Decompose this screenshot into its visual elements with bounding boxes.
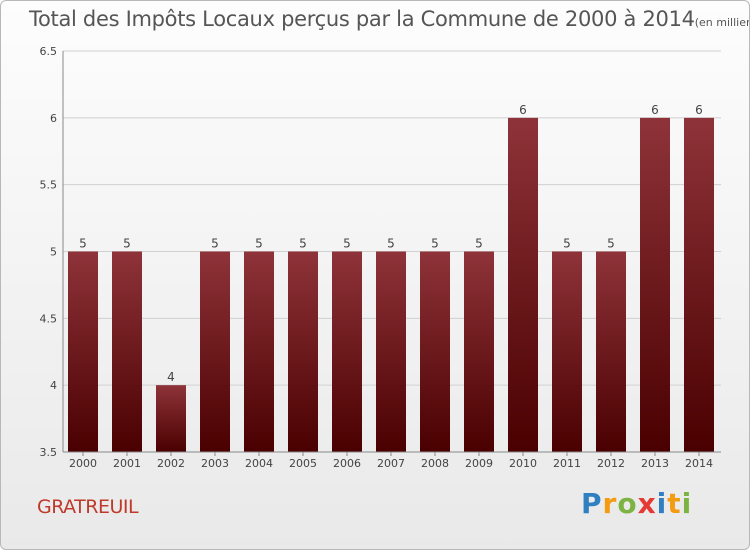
bar (508, 117, 538, 452)
x-tick-label: 2010 (509, 457, 537, 470)
x-tick-label: 2014 (685, 457, 713, 470)
proxiti-logo: Proxiti (581, 487, 692, 520)
data-label: 5 (255, 237, 263, 251)
chart-title: Total des Impôts Locaux perçus par la Co… (29, 7, 749, 31)
bar (68, 251, 98, 452)
x-tick-label: 2001 (113, 457, 141, 470)
data-label: 5 (299, 237, 307, 251)
data-label: 5 (475, 237, 483, 251)
logo-letter: i (656, 487, 668, 520)
y-tick-label: 6 (50, 112, 57, 125)
chart-title-text: Total des Impôts Locaux perçus par la Co… (29, 7, 695, 31)
bar (596, 251, 626, 452)
data-label: 5 (79, 237, 87, 251)
y-tick-label: 4.5 (40, 312, 58, 325)
data-label: 5 (387, 237, 395, 251)
x-tick-label: 2007 (377, 457, 405, 470)
data-label: 6 (651, 103, 659, 117)
bar (288, 251, 318, 452)
bar (640, 117, 670, 452)
data-label: 5 (563, 237, 571, 251)
x-tick-label: 2012 (597, 457, 625, 470)
logo-letter: P (581, 487, 603, 520)
x-tick-label: 2006 (333, 457, 361, 470)
x-tick-label: 2002 (157, 457, 185, 470)
bar (684, 117, 714, 452)
commune-name: GRATREUIL (37, 496, 139, 518)
bar (420, 251, 450, 452)
x-tick-label: 2005 (289, 457, 317, 470)
x-tick-label: 2013 (641, 457, 669, 470)
data-label: 4 (167, 370, 175, 384)
bar (376, 251, 406, 452)
logo-letter: i (681, 487, 693, 520)
logo-letter: r (602, 487, 618, 520)
logo-letter: o (617, 487, 638, 520)
x-tick-label: 2000 (69, 457, 97, 470)
data-label: 6 (519, 103, 527, 117)
x-tick-label: 2011 (553, 457, 581, 470)
data-label: 5 (211, 237, 219, 251)
logo-letter: x (637, 487, 657, 520)
axes: 3.5 4 4.5 5 5.5 6 6.5 2000 2001 2002 2003 2004 2005 2… (40, 45, 721, 470)
y-tick-label: 4 (50, 379, 57, 392)
bar (332, 251, 362, 452)
logo-letter: t (667, 487, 682, 520)
y-tick-label: 5.5 (40, 179, 58, 192)
y-tick-label: 6.5 (40, 45, 58, 58)
x-tick-label: 2009 (465, 457, 493, 470)
bar (244, 251, 274, 452)
bars: 5 5 4 5 5 5 5 5 5 5 6 5 5 6 6 (68, 103, 714, 452)
bar (200, 251, 230, 452)
data-label: 5 (607, 237, 615, 251)
bar (552, 251, 582, 452)
data-label: 5 (123, 237, 131, 251)
y-tick-label: 5 (50, 246, 57, 259)
y-tick-label: 3.5 (40, 446, 58, 459)
bar (156, 385, 186, 452)
chart-unit-text: (en milliers d'€) (694, 16, 749, 29)
x-tick-label: 2003 (201, 457, 229, 470)
bar (464, 251, 494, 452)
bar (112, 251, 142, 452)
x-tick-label: 2004 (245, 457, 273, 470)
data-label: 6 (695, 103, 703, 117)
data-label: 5 (343, 237, 351, 251)
x-tick-label: 2008 (421, 457, 449, 470)
data-label: 5 (431, 237, 439, 251)
